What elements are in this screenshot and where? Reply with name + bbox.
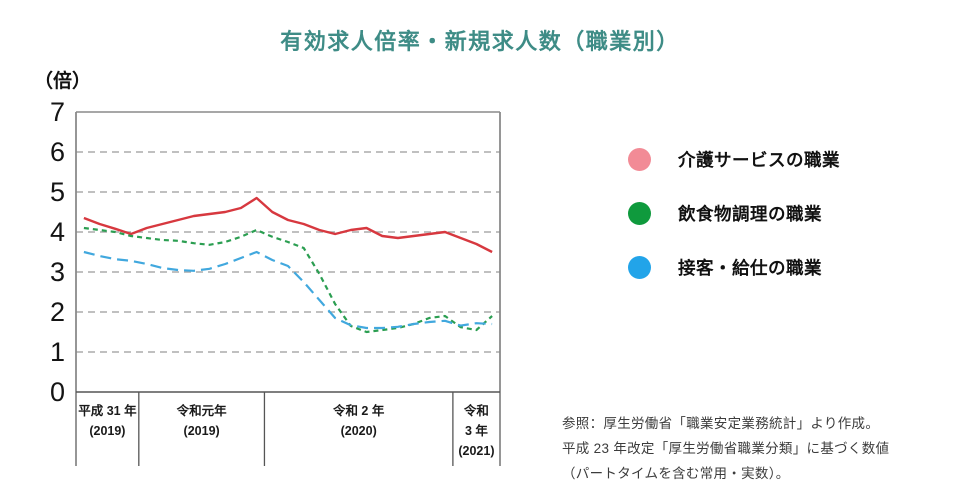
y-tick-label: 4: [50, 217, 65, 247]
series-line-0: [83, 196, 493, 254]
series-line-1: [83, 226, 493, 334]
source-note-line-3: （パートタイムを含む常用・実数）。: [562, 466, 790, 481]
legend-label-cooking: 飲食物調理の職業: [678, 203, 822, 224]
legend-item-cooking: 飲食物調理の職業: [628, 201, 840, 225]
legend-label-care: 介護サービスの職業: [678, 149, 840, 170]
source-note-line-2: 平成 23 年改定「厚生労働省職業分類」に基づく数値: [562, 441, 890, 456]
x-section-label: 3 年: [465, 423, 488, 438]
legend-item-service: 接客・給仕の職業: [628, 255, 840, 279]
y-tick-label: 2: [50, 297, 65, 327]
legend-dot-care-icon: [628, 147, 651, 171]
y-axis-unit-label: （倍）: [34, 71, 92, 92]
x-section-label: 令和 2 年: [332, 403, 385, 418]
chart-title: 有効求人倍率・新規求人数（職業別）: [280, 29, 680, 54]
y-tick-label: 3: [50, 257, 65, 287]
chart-legend: 介護サービスの職業 飲食物調理の職業 接客・給仕の職業: [628, 147, 840, 309]
x-section-label: 平成 31 年: [78, 403, 137, 418]
legend-dot-service-icon: [628, 255, 651, 279]
source-note-line-1: 参照：厚生労働省「職業安定業務統計」より作成。: [562, 416, 880, 431]
legend-item-care: 介護サービスの職業: [628, 147, 840, 171]
x-section-label: (2020): [341, 424, 377, 438]
series-line-2: [83, 250, 493, 330]
y-tick-label: 5: [50, 177, 65, 207]
x-section-label: (2021): [458, 444, 494, 458]
legend-dot-cooking-icon: [628, 201, 651, 225]
x-section-label: 令和元年: [176, 403, 228, 418]
y-tick-label: 1: [50, 337, 65, 367]
y-tick-label: 0: [50, 377, 65, 407]
x-section-label: (2019): [89, 424, 125, 438]
y-tick-label: 6: [50, 137, 65, 167]
x-section-label: 令和: [463, 403, 489, 418]
legend-label-service: 接客・給仕の職業: [678, 257, 822, 278]
y-tick-label: 7: [50, 97, 65, 127]
x-section-label: (2019): [184, 424, 220, 438]
source-note: 参照：厚生労働省「職業安定業務統計」より作成。 平成 23 年改定「厚生労働省職…: [562, 411, 889, 486]
